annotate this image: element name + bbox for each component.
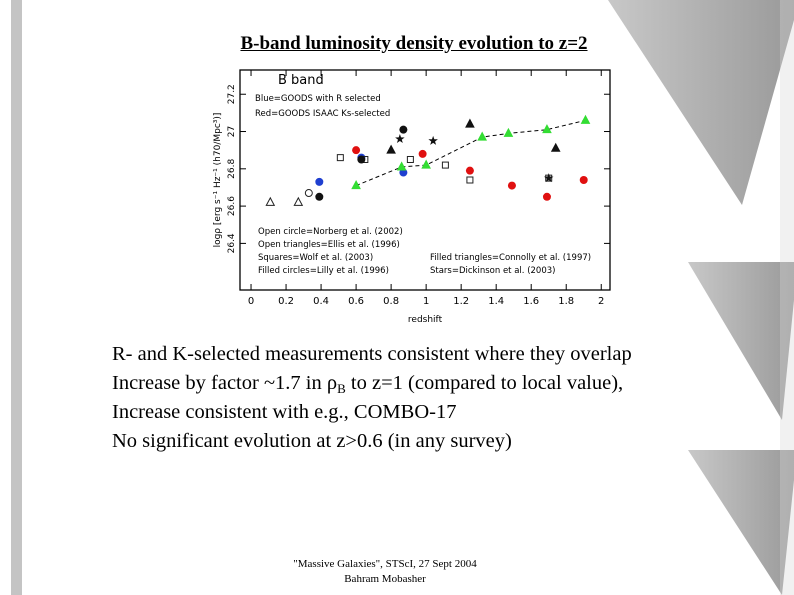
chart: 0 0.2 0.4 0.6 0.8 1 1.2 1.4 1.6 1.8 2 26.4 26.6 26.8 2… xyxy=(213,69,611,325)
x-tick-label: 0 xyxy=(248,296,254,307)
legend-note: Filled circles=Lilly et al. (1996) xyxy=(258,266,389,276)
footer-line: "Massive Galaxies", STScI, 27 Sept 2004 xyxy=(293,558,477,570)
legend-note: Stars=Dickinson et al. (2003) xyxy=(430,266,555,276)
x-tick-label: 1.2 xyxy=(453,296,469,307)
bullet-text: R- and K-selected measurements consisten… xyxy=(112,343,632,365)
marker xyxy=(477,131,488,141)
marker xyxy=(465,118,475,128)
marker xyxy=(351,180,361,190)
bullet-text: to z=1 (compared to local value), xyxy=(345,372,624,394)
bullet: Increase consistent with e.g., COMBO-17 xyxy=(112,401,456,424)
marker xyxy=(395,133,405,144)
marker xyxy=(399,168,408,177)
footer-line: Bahram Mobasher xyxy=(344,573,426,585)
plot-frame xyxy=(239,69,611,291)
marker xyxy=(304,189,313,198)
legend-note: Red=GOODS ISAAC Ks-selected xyxy=(255,109,390,119)
x-tick-label: 1.6 xyxy=(523,296,539,307)
side-bar xyxy=(11,0,22,595)
legend-note: Squares=Wolf et al. (2003) xyxy=(258,253,373,263)
marker xyxy=(507,181,516,190)
marker xyxy=(315,177,324,186)
y-tick-label: 26.4 xyxy=(227,233,237,253)
y-tick-label: 27.2 xyxy=(227,84,237,104)
legend-note: Blue=GOODS with R selected xyxy=(255,94,381,104)
bullet: Increase by factor ~1.7 in ρB to z=1 (co… xyxy=(112,372,623,397)
marker xyxy=(466,176,474,184)
marker xyxy=(399,125,408,134)
legend-note: Open circle=Norberg et al. (2002) xyxy=(258,227,403,237)
marker xyxy=(418,149,427,158)
marker xyxy=(550,142,561,152)
marker xyxy=(580,114,591,124)
marker xyxy=(315,192,324,201)
marker xyxy=(336,154,344,162)
y-tick-label: 26.6 xyxy=(227,196,237,216)
deco-triangle xyxy=(688,450,794,595)
marker xyxy=(406,155,414,163)
bullet-text: ρ xyxy=(326,372,338,394)
bullet-text: B xyxy=(337,381,346,396)
marker xyxy=(386,144,396,154)
x-tick-label: 2 xyxy=(598,296,604,307)
x-tick-label: 1 xyxy=(423,296,429,307)
legend-note: Open triangles=Ellis et al. (1996) xyxy=(258,240,400,250)
y-tick-label: 26.8 xyxy=(227,159,237,179)
deco-triangle xyxy=(608,0,794,205)
marker xyxy=(352,146,361,155)
x-tick-label: 0.4 xyxy=(313,296,329,307)
marker xyxy=(265,196,276,206)
band-label: B band xyxy=(278,73,324,88)
marker xyxy=(428,135,438,145)
legend-note: Filled triangles=Connolly et al. (1997) xyxy=(430,253,591,263)
marker xyxy=(441,161,449,169)
marker xyxy=(293,196,304,206)
bullet: R- and K-selected measurements consisten… xyxy=(112,343,632,366)
title: B-band luminosity density evolution to z… xyxy=(240,33,588,54)
bullet-text: Increase by factor ~1.7 in xyxy=(112,372,327,394)
marker xyxy=(503,127,514,137)
x-tick-label: 0.8 xyxy=(383,296,399,307)
marker xyxy=(542,124,552,134)
x-axis-label: redshift xyxy=(408,315,443,325)
bullet: No significant evolution at z>0.6 (in an… xyxy=(112,430,512,453)
x-tick-label: 0.2 xyxy=(278,296,294,307)
bullet-text: Increase consistent with e.g., COMBO-17 xyxy=(112,401,457,423)
x-tick-label: 1.8 xyxy=(558,296,574,307)
deco-triangle xyxy=(688,262,794,420)
marker xyxy=(465,166,474,175)
marker xyxy=(542,192,551,201)
marker xyxy=(421,159,431,169)
marker xyxy=(357,155,366,164)
deco-edge xyxy=(780,0,794,595)
marker xyxy=(579,176,588,184)
x-tick-label: 0.6 xyxy=(348,296,364,307)
y-axis-label: logρ [erg s⁻¹ Hz⁻¹ (h70/Mpc³)] xyxy=(213,113,223,248)
y-tick-label: 27 xyxy=(227,126,237,137)
marker xyxy=(396,161,407,171)
bullet-text: No significant evolution at z>0.6 (in an… xyxy=(112,430,512,452)
marker xyxy=(543,173,554,183)
x-tick-label: 1.4 xyxy=(488,296,504,307)
